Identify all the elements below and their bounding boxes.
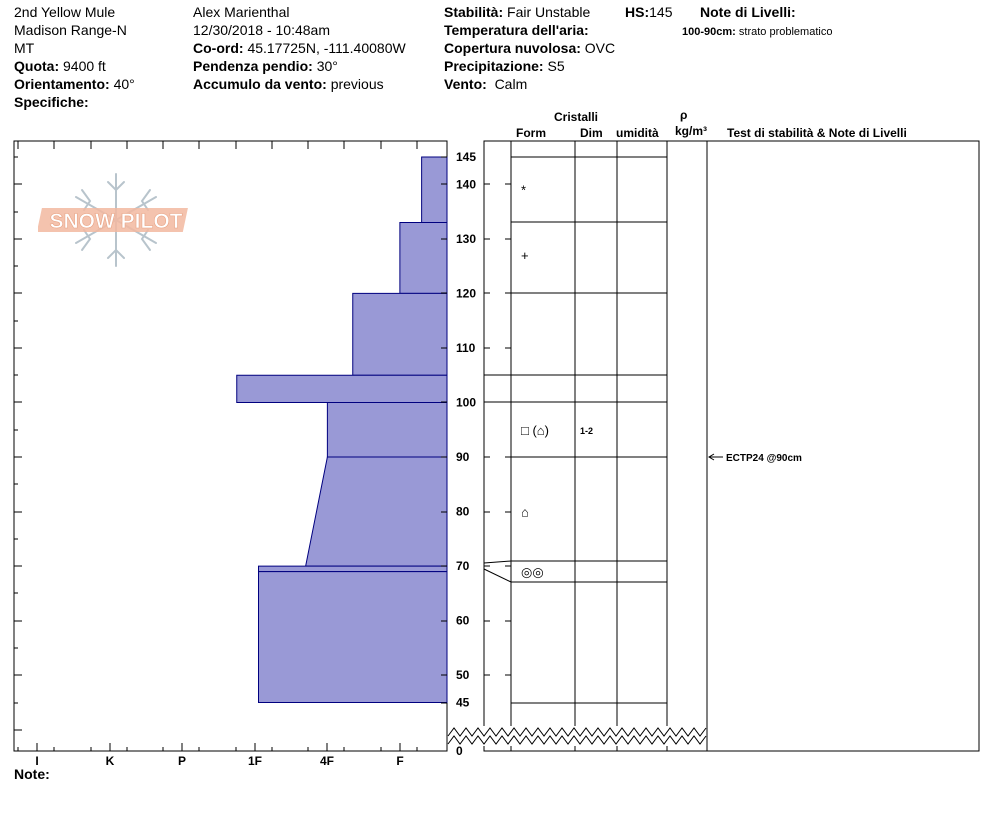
depth-zero-label: 0 [456,744,463,758]
layer-notes-heading: Note di Livelli: [700,3,796,21]
aspect-label: Orientamento: [14,76,110,92]
hs-label: HS: [625,4,650,20]
slope-field: Pendenza pendio: 30° [193,57,338,75]
range-name: Madison Range-N [14,22,127,38]
hardness-tick-label: 1F [248,754,262,768]
stability-label: Stabilità: [444,4,504,20]
hardness-layer-7 [258,571,448,703]
wind-loading-value: previous [330,76,384,92]
hardness-layer-2 [352,292,448,376]
hardness-tick-label: I [35,754,38,768]
boundary-connector [483,560,512,564]
precip-label: Precipitazione: [444,58,544,74]
crystal-form-symbol: + [521,248,529,263]
depth-tick-label: 130 [456,232,476,246]
depth-tick-label: 140 [456,177,476,191]
hardness-layer-4 [326,401,448,458]
cloud-label: Copertura nuvolosa: [444,40,581,56]
wind-loading-field: Accumulo da vento: previous [193,75,384,93]
hardness-layer-3 [236,374,448,403]
depth-tick-label: 145 [456,150,476,164]
density-unit-header: kg/m³ [675,124,708,138]
layer-notes-label: Note di Livelli: [700,4,796,20]
layer-note-range: 100-90cm: [682,26,736,38]
cloud-value: OVC [584,40,616,56]
elevation-field: Quota: 9400 ft [14,57,106,75]
coord-label: Co-ord: [193,40,244,56]
crystal-form-symbol: ◎◎ [521,565,544,580]
depth-tick-label: 50 [456,668,470,682]
depth-tick-label: 80 [456,505,470,519]
air-temp-field: Temperatura dell'aria: [444,21,589,39]
stability-test-label: ECTP24 @90cm [726,453,802,464]
snowflake-icon: SNOW PILOT [38,173,188,267]
stability-field: Stabilità: Fair Unstable [444,3,590,21]
crystal-size-label: 1-2 [580,426,593,436]
crystal-form-symbol: □ (⌂) [521,423,549,438]
depth-tick-label: 45 [456,696,470,710]
dim-header: Dim [580,126,603,140]
profile-table-frame [483,140,980,752]
layer-note-text: strato problematico [738,26,833,38]
density-rho-header: ρ [680,108,688,122]
logo-text: SNOW PILOT [50,210,183,233]
depth-tick-label: 70 [456,559,470,573]
wind-value: Calm [494,76,528,92]
layer-note: 100-90cm: strato problematico [682,23,832,41]
axis-break-zigzag [447,735,707,745]
moisture-header: umidità [616,126,659,140]
hs-field: HS:145 [625,3,672,21]
location-name: 2nd Yellow Mule [14,4,116,20]
hardness-layer-0 [421,156,448,223]
hardness-tick-label: K [106,754,115,768]
stability-value: Fair Unstable [507,4,591,20]
coord-value: 45.17725N, -111.40080W [247,40,406,56]
coord-field: Co-ord: 45.17725N, -111.40080W [193,39,406,57]
test-arrow-head [708,453,715,461]
aspect-field: Orientamento: 40° [14,75,135,93]
crystal-form-symbol: * [521,183,526,198]
depth-tick-label: 120 [456,286,476,300]
observation-datetime: 12/30/2018 - 10:48am [193,22,330,38]
slope-value: 30° [316,58,338,74]
precip-value: S5 [547,58,565,74]
form-header: Form [516,126,546,140]
observer-name: Alex Marienthal [193,4,290,20]
precip-field: Precipitazione: S5 [444,57,565,75]
tests-header: Test di stabilità & Note di Livelli [727,126,907,140]
crystals-header: Cristalli [554,110,599,124]
depth-tick-label: 60 [456,614,470,628]
hardness-layer-5 [305,456,448,567]
snowpilot-logo: SNOW PILOT [38,170,194,270]
state-name: MT [14,40,35,56]
wind-loading-label: Accumulo da vento: [193,76,327,92]
hardness-layer-1 [399,221,448,294]
axis-break-zigzag [447,727,707,737]
specifics-label: Specifiche: [14,94,89,110]
hs-value: 145 [649,4,673,20]
boundary-connector [483,568,512,583]
wind-label: Vento: [444,76,487,92]
depth-tick-label: 100 [456,395,476,409]
hardness-tick-label: P [178,754,186,768]
hardness-tick-label: 4F [320,754,334,768]
aspect-value: 40° [113,76,135,92]
depth-tick-label: 110 [456,341,476,355]
notes-field: Note: [14,765,50,783]
crystal-form-symbol: ⌂ [521,505,529,520]
slope-label: Pendenza pendio: [193,58,313,74]
notes-label: Note: [14,766,50,782]
depth-tick-label: 90 [456,450,470,464]
cloud-field: Copertura nuvolosa: OVC [444,39,615,57]
air-temp-label: Temperatura dell'aria: [444,22,589,38]
wind-field: Vento: Calm [444,75,527,93]
hardness-layer-6 [258,565,448,573]
specifics-field: Specifiche: [14,93,89,111]
elevation-label: Quota: [14,58,60,74]
elevation-value: 9400 ft [63,58,106,74]
hardness-tick-label: F [396,754,403,768]
